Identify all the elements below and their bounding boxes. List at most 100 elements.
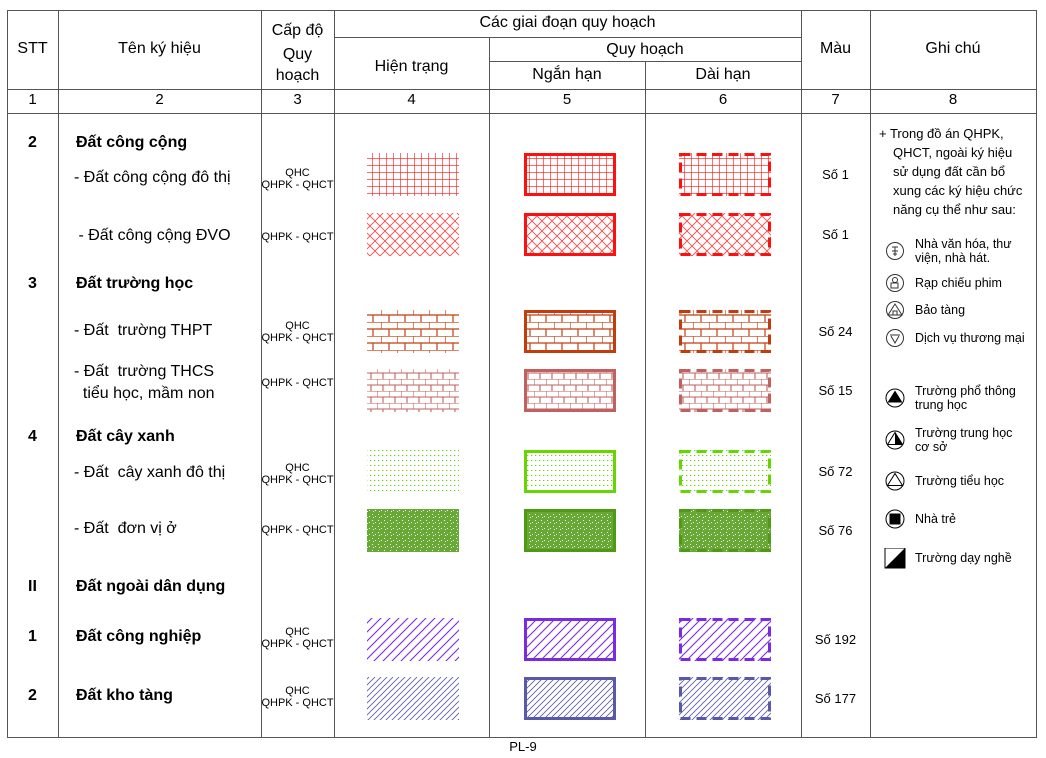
row-name: Đất ngoài dân dụng xyxy=(76,578,226,595)
row-level: QHC xyxy=(285,462,310,474)
primary-school-icon xyxy=(885,471,905,491)
table-rule xyxy=(1036,10,1037,738)
column-number: 1 xyxy=(28,91,37,108)
swatch-hien-trang xyxy=(367,450,459,493)
header-ten-ky-hieu: Tên ký hiệu xyxy=(118,40,201,57)
culture-house-icon xyxy=(886,242,904,260)
note-text: xung các ký hiệu chức xyxy=(893,183,1023,198)
legend-label: Rạp chiếu phim xyxy=(915,276,1002,290)
table-rule xyxy=(645,61,646,737)
high-school-icon xyxy=(885,388,905,408)
swatch-hien-trang xyxy=(367,618,459,661)
table-rule xyxy=(870,10,871,737)
kindergarten-icon xyxy=(885,509,905,529)
swatch-ngan-han xyxy=(524,369,616,412)
row-stt: 3 xyxy=(28,275,37,292)
header-dai-han: Dài hạn xyxy=(695,66,751,83)
row-name: - Đất công cộng ĐVO xyxy=(74,227,231,244)
row-name: - Đất trường THPT xyxy=(74,322,213,339)
row-stt: II xyxy=(28,578,37,595)
row-level: QHC xyxy=(285,320,310,332)
header-ngan-han: Ngắn hạn xyxy=(532,66,602,83)
commerce-icon xyxy=(886,329,904,347)
row-name: tiểu học, mầm non xyxy=(74,385,215,402)
note-text: + Trong đồ án QHPK, xyxy=(879,126,1004,141)
vocational-school-icon xyxy=(884,548,906,569)
legend-label: viện, nhà hát. xyxy=(915,251,991,265)
header-cap-do-1: Cấp độ xyxy=(271,22,324,39)
swatch-dai-han xyxy=(679,369,771,412)
row-level: QHPK - QHCT xyxy=(261,179,334,191)
swatch-dai-han xyxy=(679,509,771,552)
row-level: QHPK - QHCT xyxy=(261,377,334,389)
legend-label: Nhà văn hóa, thư xyxy=(915,237,1012,251)
swatch-dai-han xyxy=(679,153,771,196)
header-mau: Màu xyxy=(819,40,852,57)
table-rule xyxy=(334,10,335,737)
row-stt: 2 xyxy=(28,134,37,151)
header-quy-hoach: Quy hoạch xyxy=(606,41,684,58)
swatch-dai-han xyxy=(679,450,771,493)
column-number: 6 xyxy=(718,91,728,108)
page-number: PL-9 xyxy=(509,739,537,754)
legend-label: Trường phổ thông xyxy=(915,384,1016,398)
legend-label: Trường tiểu học xyxy=(915,474,1005,488)
legend-label: trung học xyxy=(915,398,968,412)
legend-label: cơ sở xyxy=(915,440,948,454)
swatch-dai-han xyxy=(679,677,771,720)
cinema-icon xyxy=(886,274,904,292)
swatch-ngan-han xyxy=(524,509,616,552)
table-rule xyxy=(7,10,1036,11)
row-name: Đất công cộng xyxy=(76,134,188,151)
swatch-ngan-han xyxy=(524,213,616,256)
swatch-ngan-han xyxy=(524,153,616,196)
row-color-code: Số 24 xyxy=(818,324,853,339)
header-ghi-chu: Ghi chú xyxy=(925,40,981,57)
row-color-code: Số 1 xyxy=(822,167,849,182)
note-text: năng cụ thể như sau: xyxy=(893,202,1016,217)
column-number: 2 xyxy=(155,91,164,108)
header-hien-trang: Hiện trạng xyxy=(374,58,449,75)
row-name: Đất kho tàng xyxy=(76,687,173,704)
table-rule xyxy=(801,10,802,737)
row-color-code: Số 1 xyxy=(822,227,849,242)
row-name: - Đất công cộng đô thị xyxy=(74,169,231,186)
row-name: Đất công nghiệp xyxy=(76,628,202,645)
table-rule xyxy=(7,737,1036,738)
row-level: QHC xyxy=(285,626,310,638)
row-stt: 2 xyxy=(28,687,37,704)
row-level: QHPK - QHCT xyxy=(261,474,334,486)
header-cap-do-2: Quy xyxy=(282,46,313,63)
column-number: 7 xyxy=(831,91,840,108)
legend-label: Trường dạy nghề xyxy=(915,551,1012,565)
header-stt: STT xyxy=(17,40,48,57)
swatch-ngan-han xyxy=(524,677,616,720)
row-name: Đất trường học xyxy=(76,275,194,292)
swatch-hien-trang xyxy=(367,213,459,256)
column-number: 4 xyxy=(407,91,416,108)
row-level: QHC xyxy=(285,167,310,179)
legend-label: Nhà trẻ xyxy=(915,512,956,526)
row-stt: 4 xyxy=(28,428,37,445)
table-rule xyxy=(489,61,801,62)
swatch-dai-han xyxy=(679,213,771,256)
note-text: QHCT, ngoài ký hiệu xyxy=(893,145,1013,160)
row-color-code: Số 76 xyxy=(818,523,853,538)
swatch-dai-han xyxy=(679,310,771,353)
row-name: - Đất trường THCS xyxy=(74,363,215,380)
row-level: QHPK - QHCT xyxy=(261,697,334,709)
column-number: 8 xyxy=(948,91,958,108)
header-cac-giai-doan: Các giai đoạn quy hoạch xyxy=(479,14,656,31)
museum-icon xyxy=(886,301,904,319)
swatch-dai-han xyxy=(679,618,771,661)
table-rule xyxy=(7,10,8,737)
row-name: Đất cây xanh xyxy=(76,428,175,445)
swatch-hien-trang xyxy=(367,677,459,720)
table-rule xyxy=(261,10,262,737)
row-color-code: Số 15 xyxy=(818,383,853,398)
column-number: 5 xyxy=(562,91,572,108)
row-name: - Đất cây xanh đô thị xyxy=(74,464,226,481)
table-rule xyxy=(7,113,1036,114)
row-color-code: Số 192 xyxy=(814,632,857,647)
row-level: QHPK - QHCT xyxy=(261,231,334,243)
